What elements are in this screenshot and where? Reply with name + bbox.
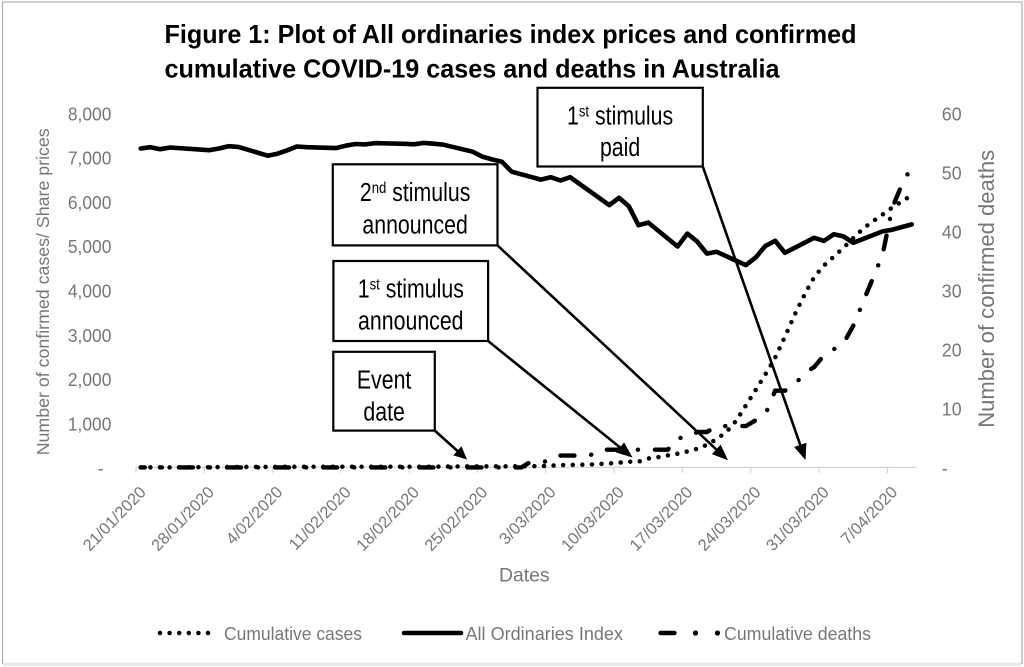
svg-text:Cumulative cases: Cumulative cases: [224, 624, 362, 644]
svg-text:7,000: 7,000: [68, 149, 112, 169]
svg-text:cumulative COVID-19 cases and: cumulative COVID-19 cases and deaths in …: [165, 54, 781, 84]
svg-text:4,000: 4,000: [68, 282, 112, 302]
svg-text:Number of confirmed cases/ Sha: Number of confirmed cases/ Share prices: [33, 128, 53, 455]
svg-text:3,000: 3,000: [68, 326, 112, 346]
svg-text:50: 50: [942, 164, 962, 184]
svg-text:announced: announced: [362, 210, 467, 240]
svg-text:Dates: Dates: [499, 565, 550, 587]
svg-text:Figure 1: Plot of All ordinari: Figure 1: Plot of All ordinaries index p…: [165, 19, 857, 49]
svg-text:60: 60: [942, 104, 962, 124]
svg-text:-: -: [942, 459, 948, 479]
svg-text:8,000: 8,000: [68, 104, 112, 124]
svg-text:1st stimulus: 1st stimulus: [567, 102, 673, 132]
svg-text:10: 10: [942, 400, 962, 420]
svg-text:Cumulative deaths: Cumulative deaths: [724, 624, 871, 644]
svg-text:2,000: 2,000: [68, 370, 112, 390]
svg-text:1st stimulus: 1st stimulus: [358, 275, 464, 305]
svg-text:date: date: [363, 398, 404, 428]
svg-text:-: -: [98, 459, 104, 479]
svg-text:Number of confirmed deaths: Number of confirmed deaths: [974, 150, 999, 428]
svg-text:All Ordinaries Index: All Ordinaries Index: [466, 624, 624, 644]
svg-text:6,000: 6,000: [68, 193, 112, 213]
svg-text:5,000: 5,000: [68, 237, 112, 257]
svg-text:30: 30: [942, 282, 962, 302]
svg-text:2nd stimulus: 2nd stimulus: [360, 178, 471, 208]
svg-text:paid: paid: [600, 133, 640, 163]
svg-text:20: 20: [942, 341, 962, 361]
svg-text:announced: announced: [358, 307, 463, 337]
svg-text:40: 40: [942, 223, 962, 243]
svg-text:Event: Event: [357, 366, 412, 396]
svg-text:1,000: 1,000: [68, 414, 112, 434]
